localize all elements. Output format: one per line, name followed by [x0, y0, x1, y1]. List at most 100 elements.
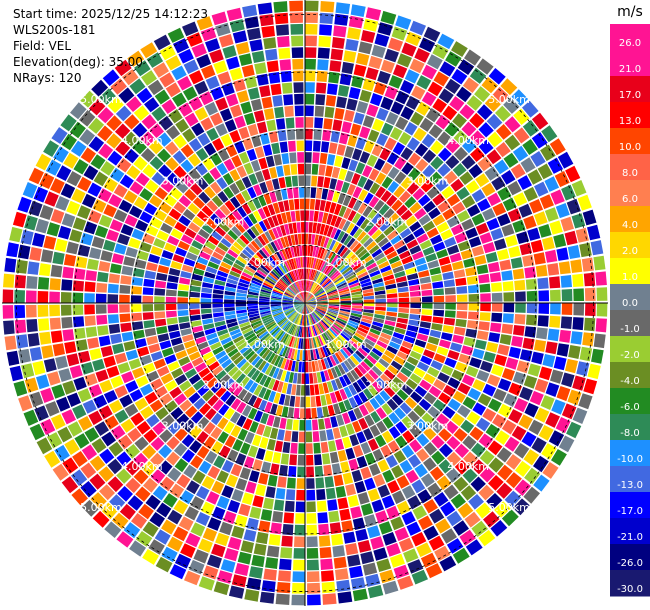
range-gate [319, 334, 326, 345]
range-gate [259, 436, 269, 449]
range-gate [127, 495, 144, 511]
range-gate [124, 148, 139, 164]
range-gate [381, 403, 393, 415]
range-gate [141, 70, 157, 86]
range-gate [393, 239, 405, 250]
range-gate [302, 245, 305, 256]
range-gate [243, 364, 254, 375]
colorbar-tick-label: -1.0 [620, 324, 640, 335]
colorbar-swatch [610, 414, 650, 441]
range-gate [298, 294, 305, 303]
range-gate [476, 370, 490, 382]
range-gate [480, 303, 491, 312]
range-gate [182, 419, 196, 433]
range-gate [274, 314, 285, 321]
range-gate [278, 393, 286, 405]
range-gate [185, 405, 198, 418]
range-gate [283, 307, 294, 313]
range-gate [296, 349, 301, 361]
range-gate [427, 54, 443, 70]
range-gate [3, 273, 15, 288]
range-gate [275, 189, 283, 202]
range-gate [244, 589, 260, 602]
range-gate [334, 203, 342, 216]
range-gate [385, 283, 397, 290]
range-gate [149, 194, 163, 208]
range-gate [540, 395, 555, 410]
range-gate [182, 208, 196, 221]
range-gate [438, 147, 452, 162]
range-gate [116, 451, 132, 467]
range-gate [429, 267, 441, 276]
range-gate [287, 348, 293, 359]
range-gate [297, 466, 305, 478]
range-gate [150, 351, 163, 362]
range-gate [142, 444, 157, 460]
range-gate [72, 280, 84, 292]
range-gate [219, 204, 231, 216]
range-gate [316, 489, 326, 501]
range-gate [324, 316, 334, 323]
range-gate [273, 287, 284, 294]
range-gate [259, 305, 270, 308]
range-gate [409, 424, 422, 438]
range-gate [305, 292, 310, 303]
range-gate [26, 319, 38, 333]
range-gate [452, 201, 466, 215]
range-gate [412, 251, 424, 261]
range-gate [284, 223, 290, 235]
range-gate [180, 144, 194, 158]
range-gate [317, 304, 328, 308]
range-gate [230, 425, 242, 438]
range-gate [375, 306, 386, 311]
range-gate [327, 329, 336, 339]
range-gate [306, 315, 309, 326]
range-gate [380, 373, 392, 385]
range-gate [247, 303, 258, 306]
range-gate [245, 332, 256, 341]
range-gate [456, 311, 468, 319]
range-gate [361, 285, 373, 291]
range-gate [556, 247, 569, 261]
range-gate [191, 43, 207, 58]
range-gate [164, 380, 178, 392]
range-gate [434, 545, 451, 562]
range-gate [352, 588, 368, 602]
range-gate [356, 268, 367, 276]
range-gate [20, 229, 34, 245]
range-gate [209, 256, 222, 265]
range-gate [570, 331, 583, 345]
range-gate [270, 83, 282, 96]
range-gate [428, 124, 443, 139]
range-gate [214, 246, 226, 257]
range-gate [196, 445, 210, 459]
range-gate [291, 594, 305, 606]
range-gate [288, 336, 294, 347]
range-gate [188, 222, 201, 233]
range-gate [492, 86, 510, 104]
range-gate [172, 343, 185, 353]
range-gate [151, 171, 166, 186]
range-gate [61, 316, 73, 329]
range-gate [275, 24, 289, 36]
range-gate [142, 312, 154, 320]
range-gate [285, 117, 295, 129]
range-gate [369, 397, 380, 410]
range-gate [362, 341, 373, 351]
range-gate [316, 305, 328, 309]
range-gate [231, 525, 245, 539]
range-gate [363, 358, 374, 368]
range-gate [533, 339, 547, 352]
range-gate [352, 242, 362, 253]
range-gate [263, 193, 272, 205]
range-gate [269, 325, 279, 334]
range-gate [301, 303, 305, 314]
range-gate [496, 248, 510, 261]
range-gate [360, 361, 371, 372]
range-gate [435, 518, 451, 534]
range-gate [305, 128, 313, 140]
range-gate [491, 364, 504, 377]
range-gate [271, 306, 282, 311]
range-gate [338, 312, 350, 317]
range-gate [175, 118, 190, 133]
